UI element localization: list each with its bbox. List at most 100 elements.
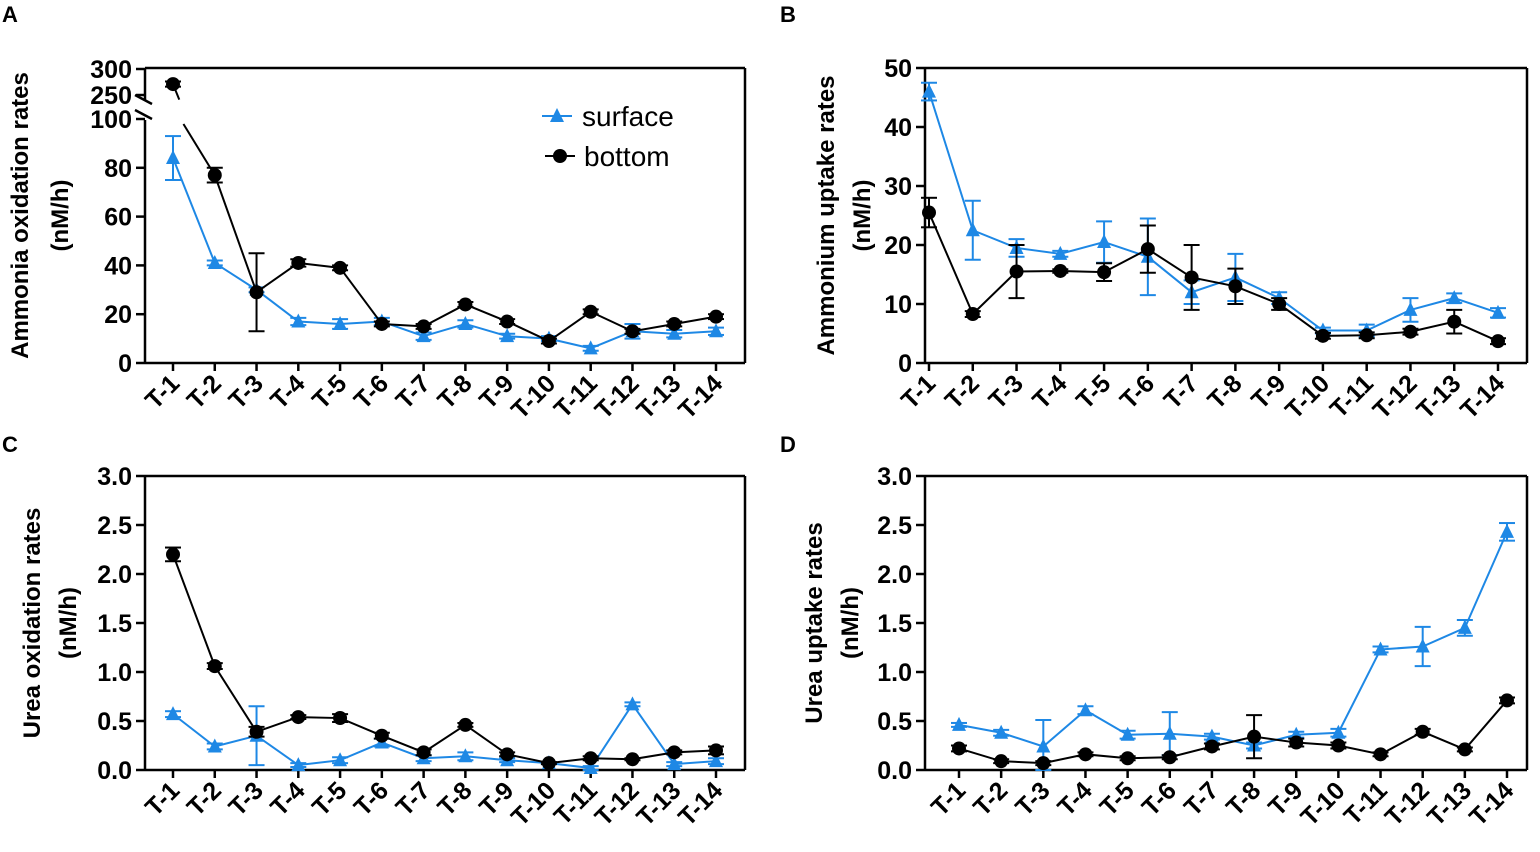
data-point-triangle [1500,523,1514,538]
y-tick-label: 250 [90,82,132,110]
data-point-triangle [1403,301,1418,316]
x-tick-label: T-3 [1010,776,1055,821]
x-tick-label: T-13 [1411,369,1466,424]
y-tick-label: 0 [898,350,912,378]
data-point-triangle [709,753,723,768]
x-tick-label: T-10 [1280,369,1335,424]
data-point-circle [994,754,1009,769]
data-point-circle [541,756,556,771]
series-line [958,531,1508,748]
panel-b: B 0 10 20 30 40 50 Ammonium uptake rates (nM/h) T… [780,2,1529,425]
series-line-segment [298,261,341,269]
x-tick-label: T-8 [432,369,477,414]
series-surface [165,696,724,775]
y-tick-label: 2.0 [877,561,912,589]
data-point-triangle [952,716,966,731]
x-tick-label: T-2 [182,776,227,821]
data-point-triangle [458,748,473,763]
data-point-circle [374,316,389,331]
legend-label-bottom: bottom [584,141,670,172]
y-tick-label: 0.5 [97,708,132,736]
x-tick-label: T-8 [1221,776,1266,821]
x-tick-label: T-14 [1455,369,1510,424]
series-line-segment [213,174,258,293]
x-tick-label: T-10 [506,369,561,424]
y-tick-label: 2.0 [97,561,132,589]
data-point-circle [922,205,936,220]
data-point-triangle [583,340,598,355]
series-line-segment [214,262,258,291]
data-point-triangle [1415,638,1430,653]
data-point-triangle [291,313,306,328]
x-tick-label: T-14 [1464,776,1519,831]
y-axis-unit: (nM/h) [47,180,74,252]
series-line-segment [172,157,216,264]
x-tick-label: T-5 [307,369,352,414]
x-tick-label: T-7 [391,776,436,821]
x-tick-label: T-13 [631,369,686,424]
data-point-circle [1247,729,1262,744]
data-point-circle [1228,279,1243,294]
series-line-segment [423,303,466,328]
legend-marker-circle [553,149,567,163]
axis-break-mark [134,108,153,121]
data-point-triangle [667,756,682,771]
x-tick-label: T-12 [590,369,645,424]
data-point-circle [416,745,431,760]
data-point-triangle [994,724,1009,739]
series-line [928,212,1499,343]
y-axis-label: Urea oxidation rates [19,508,46,739]
y-tick-label: 10 [884,291,912,319]
data-point-circle [1403,324,1418,339]
data-point-circle [500,314,515,329]
series-bottom [921,196,1506,349]
x-tick-label: T-4 [1027,369,1072,414]
data-point-circle [166,77,180,92]
data-point-circle [1447,314,1462,329]
data-point-triangle [166,150,180,165]
x-tick-label: T-12 [590,776,645,831]
panel-label: B [780,2,796,27]
data-point-circle [952,741,966,756]
data-point-triangle [1491,304,1505,319]
data-point-circle [1331,738,1346,753]
y-tick-label: 1.0 [97,659,132,687]
x-tick-label: T-11 [1339,776,1393,830]
y-axis-label: Urea uptake rates [801,522,828,723]
data-point-circle [1491,334,1505,349]
data-point-circle [374,728,389,743]
x-tick-label: T-4 [265,776,310,821]
y-axis-unit: (nM/h) [837,587,864,659]
x-tick-label: T-2 [968,776,1013,821]
data-point-circle [458,297,473,312]
x-tick-label: T-12 [1380,776,1435,831]
data-point-circle [625,752,640,767]
series-line-segment [632,322,675,333]
data-point-circle [1289,735,1304,750]
panel-label: C [2,432,18,457]
data-point-triangle [583,760,598,775]
x-tick-label: T-1 [140,369,185,414]
x-tick-label: T-5 [1095,776,1140,821]
data-point-triangle [1078,702,1093,717]
x-tick-label: T-4 [265,369,310,414]
data-point-circle [1184,270,1199,285]
data-point-circle [1373,747,1388,762]
data-point-circle [333,260,348,275]
x-tick-label: T-2 [182,369,227,414]
data-point-triangle [1036,738,1051,753]
data-point-triangle [333,315,348,330]
data-point-triangle [922,83,936,98]
series-bottom [165,546,724,771]
x-tick-label: T-2 [940,369,985,414]
series-line-segment [182,123,216,176]
x-tick-label: T-5 [307,776,352,821]
y-tick-label: 50 [884,55,912,83]
x-tick-label: T-10 [506,776,561,831]
series-bottom [951,693,1515,771]
data-point-circle [458,717,473,732]
data-point-triangle [1053,245,1068,260]
data-point-circle [1315,328,1330,343]
panel-label: A [2,2,18,27]
